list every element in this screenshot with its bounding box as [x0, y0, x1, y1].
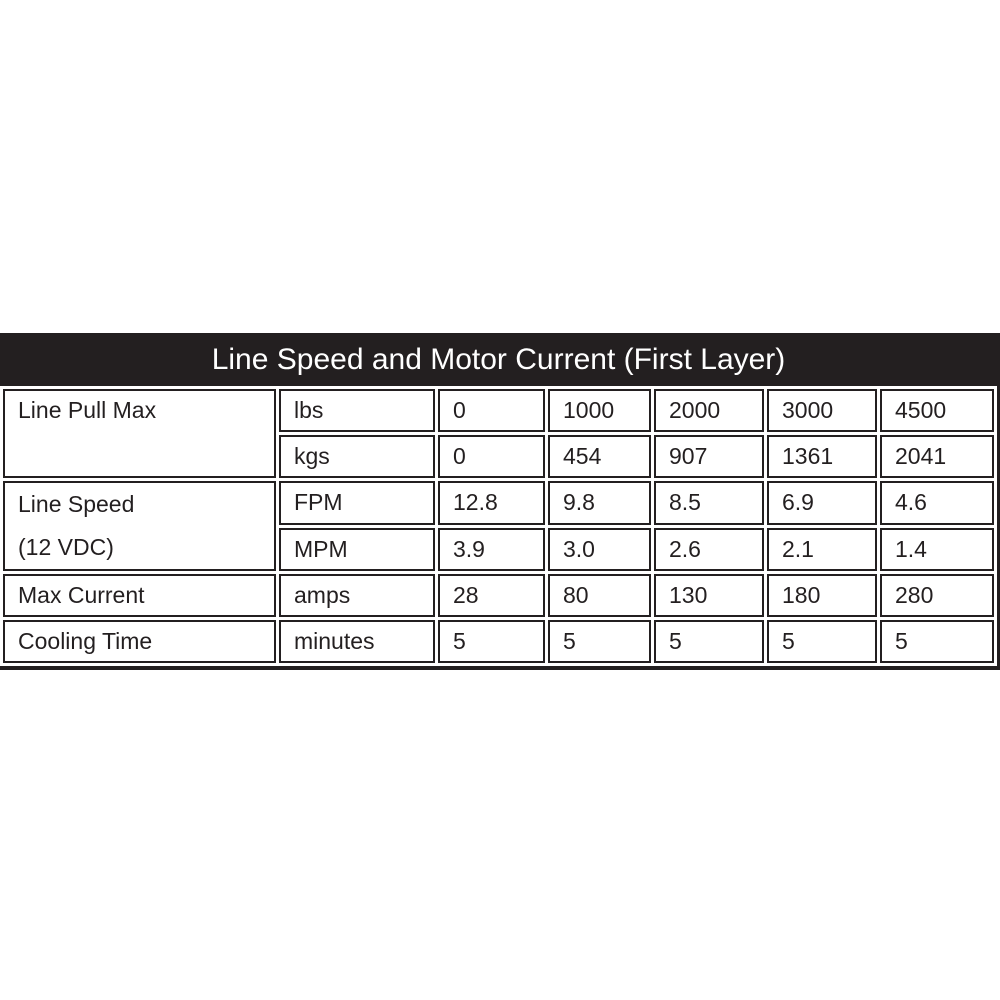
value-cell: 6.9 — [767, 481, 877, 525]
value-cell: 454 — [548, 435, 651, 478]
value-cell: 4.6 — [880, 481, 994, 525]
row-label-line2: (12 VDC) — [18, 534, 114, 560]
value-cell: 3000 — [767, 389, 877, 432]
table-row-lbs: Line Pull Max lbs 0 1000 2000 3000 4500 — [3, 389, 994, 478]
unit-cell-fpm: FPM — [279, 481, 435, 525]
value-cell: 130 — [654, 574, 764, 617]
value-cell: 9.8 — [548, 481, 651, 525]
row-label-line-pull-max: Line Pull Max — [3, 389, 276, 478]
value-cell: 2.1 — [767, 527, 877, 571]
value-cell: 5 — [880, 620, 994, 663]
value-cell: 280 — [880, 574, 994, 617]
unit-cell-mpm: MPM — [279, 527, 435, 571]
spec-table: Line Speed and Motor Current (First Laye… — [0, 333, 1000, 670]
value-cell: 4500 — [880, 389, 994, 432]
value-cell: 1361 — [767, 435, 877, 478]
table-row-kgs: kgs 0 454 907 1361 2041 — [3, 435, 994, 478]
row-label-max-current: Max Current — [3, 574, 276, 617]
unit-cell-minutes: minutes — [279, 620, 435, 663]
value-cell: 5 — [767, 620, 877, 663]
value-cell: 3.9 — [438, 527, 545, 571]
value-cell: 8.5 — [654, 481, 764, 525]
value-cell: 1000 — [548, 389, 651, 432]
value-cell: 5 — [548, 620, 651, 663]
value-cell: 3.0 — [548, 527, 651, 571]
value-cell: 12.8 — [438, 481, 545, 525]
value-cell: 2041 — [880, 435, 994, 478]
unit-cell-lbs: lbs — [279, 389, 435, 432]
value-cell: 5 — [438, 620, 545, 663]
value-cell: 180 — [767, 574, 877, 617]
spec-grid: Line Pull Max lbs 0 1000 2000 3000 4500 … — [0, 386, 997, 666]
row-label-line1: Line Speed — [18, 491, 135, 517]
row-label-cooling-time: Cooling Time — [3, 620, 276, 663]
table-row-fpm: Line Speed (12 VDC) FPM 12.8 9.8 8.5 6.9… — [3, 481, 994, 571]
value-cell: 0 — [438, 435, 545, 478]
value-cell: 2000 — [654, 389, 764, 432]
value-cell: 2.6 — [654, 527, 764, 571]
value-cell: 0 — [438, 389, 545, 432]
value-cell: 1.4 — [880, 527, 994, 571]
unit-cell-kgs: kgs — [279, 435, 435, 478]
table-title: Line Speed and Motor Current (First Laye… — [0, 333, 997, 386]
value-cell: 80 — [548, 574, 651, 617]
value-cell: 5 — [654, 620, 764, 663]
value-cell: 28 — [438, 574, 545, 617]
value-cell: 907 — [654, 435, 764, 478]
unit-cell-amps: amps — [279, 574, 435, 617]
table-row-max-current: Max Current amps 28 80 130 180 280 — [3, 574, 994, 617]
table-row-mpm: MPM 3.9 3.0 2.6 2.1 1.4 — [3, 527, 994, 571]
table-row-cooling-time: Cooling Time minutes 5 5 5 5 5 — [3, 620, 994, 663]
row-label-line-speed: Line Speed (12 VDC) — [3, 481, 276, 571]
